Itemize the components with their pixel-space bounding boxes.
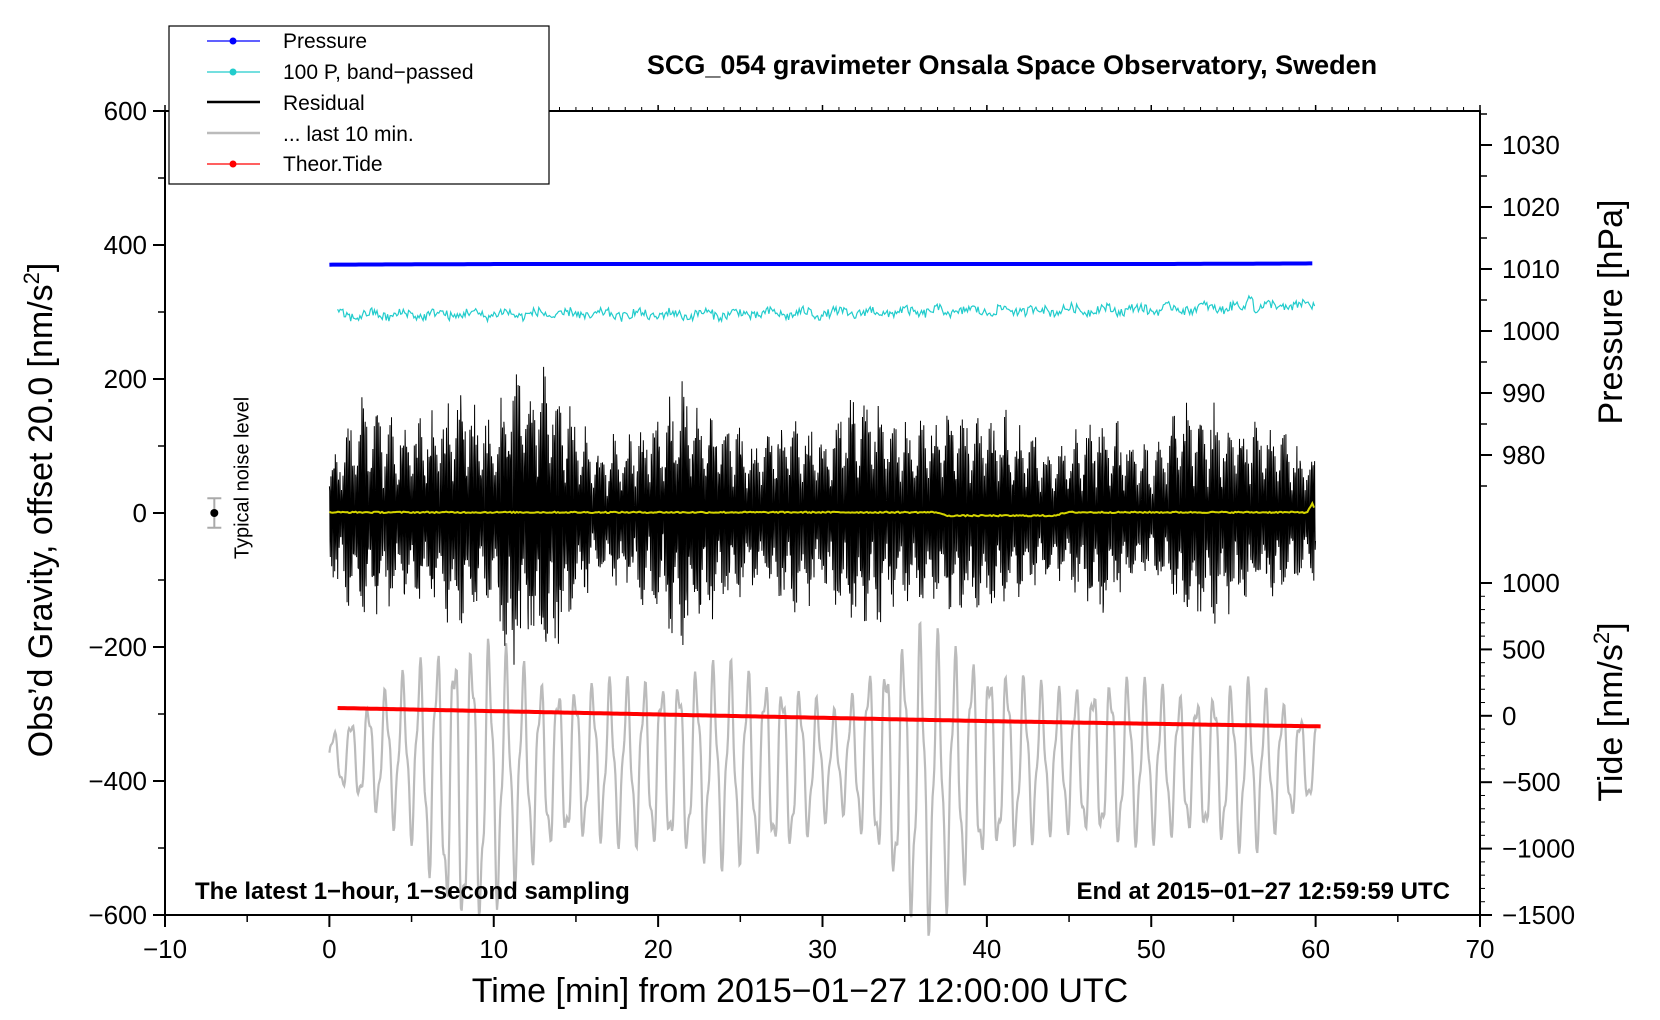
- legend-marker-pressure: [229, 37, 237, 45]
- tide-tick-label: 500: [1502, 634, 1545, 664]
- y-axis-label-left: Obs’d Gravity, offset 20.0 [nm/s2]: [19, 263, 60, 758]
- y-axis-label-left-text: Obs’d Gravity, offset 20.0 [nm/s: [22, 284, 60, 757]
- y-tick-label: 200: [104, 364, 147, 394]
- legend-box: [168, 25, 550, 185]
- pressure-tick-label: 1020: [1502, 192, 1560, 222]
- y-tick-label: −400: [88, 766, 147, 796]
- series-last-10-min: [328, 620, 1317, 936]
- y-tick-label: 400: [104, 230, 147, 260]
- y-axis-label-left-exponent: 2: [19, 272, 44, 284]
- y-axis-label-tide-close: ]: [1592, 622, 1630, 631]
- x-tick-label: 10: [479, 934, 508, 964]
- axes: −10 0 10 20 30 40 50 60 70−600−400−2000200400600…: [88, 96, 1575, 964]
- y-axis-label-tide-text: Tide [nm/s: [1592, 644, 1630, 801]
- series-pressure: [329, 261, 1313, 267]
- pressure-tick-label: 990: [1502, 378, 1545, 408]
- series-100p-bandpassed: [337, 294, 1316, 324]
- plot-content: Typical noise level: [207, 261, 1321, 936]
- annotation-sampling: The latest 1−hour, 1−second sampling: [195, 878, 630, 905]
- x-tick-label: −10: [143, 934, 187, 964]
- tide-tick-label: −1000: [1502, 834, 1575, 864]
- series-theor-tide: [337, 706, 1321, 729]
- legend-label-pressure: Pressure: [283, 30, 367, 53]
- y-axis-label-pressure: Pressure [hPa]: [1592, 200, 1630, 425]
- annotation-end-time: End at 2015−01−27 12:59:59 UTC: [1076, 878, 1450, 905]
- y-tick-label: 600: [104, 96, 147, 126]
- tide-tick-label: −1500: [1502, 900, 1575, 930]
- legend-label-bandpassed: 100 P, band−passed: [283, 61, 474, 84]
- legend-label-last10: ... last 10 min.: [283, 123, 414, 146]
- x-tick-label: 50: [1137, 934, 1166, 964]
- legend: Pressure 100 P, band−passed Residual ...…: [168, 25, 550, 185]
- y-tick-label: 0: [133, 498, 147, 528]
- x-tick-label: 40: [972, 934, 1001, 964]
- tide-tick-label: 1000: [1502, 568, 1560, 598]
- pressure-tick-label: 1010: [1502, 254, 1560, 284]
- x-tick-label: 20: [644, 934, 673, 964]
- y-axis-label-tide: Tide [nm/s2]: [1589, 622, 1630, 801]
- legend-label-tide: Theor.Tide: [283, 153, 383, 176]
- y-axis-label-left-close: ]: [22, 263, 60, 272]
- noise-point: [210, 509, 219, 517]
- legend-marker-tide: [229, 160, 237, 168]
- y-tick-label: −200: [88, 632, 147, 662]
- series-residual-lowpass: [328, 500, 1315, 518]
- x-tick-label: 70: [1466, 934, 1495, 964]
- y-axis-label-tide-exponent: 2: [1589, 632, 1614, 644]
- x-tick-label: 30: [808, 934, 837, 964]
- x-tick-label: 0: [322, 934, 336, 964]
- noise-label: Typical noise level: [231, 397, 253, 559]
- chart-title: SCG_054 gravimeter Onsala Space Observat…: [647, 50, 1377, 80]
- y-tick-label: −600: [88, 900, 147, 930]
- tide-tick-label: 0: [1502, 701, 1516, 731]
- series-residual: [328, 366, 1316, 665]
- tide-tick-label: −500: [1502, 767, 1561, 797]
- legend-marker-bandpassed: [229, 68, 237, 76]
- pressure-tick-label: 980: [1502, 440, 1545, 470]
- legend-label-residual: Residual: [283, 92, 365, 115]
- x-tick-label: 60: [1301, 934, 1330, 964]
- pressure-tick-label: 1000: [1502, 316, 1560, 346]
- pressure-tick-label: 1030: [1502, 130, 1560, 160]
- x-axis-label: Time [min] from 2015−01−27 12:00:00 UTC: [472, 972, 1128, 1010]
